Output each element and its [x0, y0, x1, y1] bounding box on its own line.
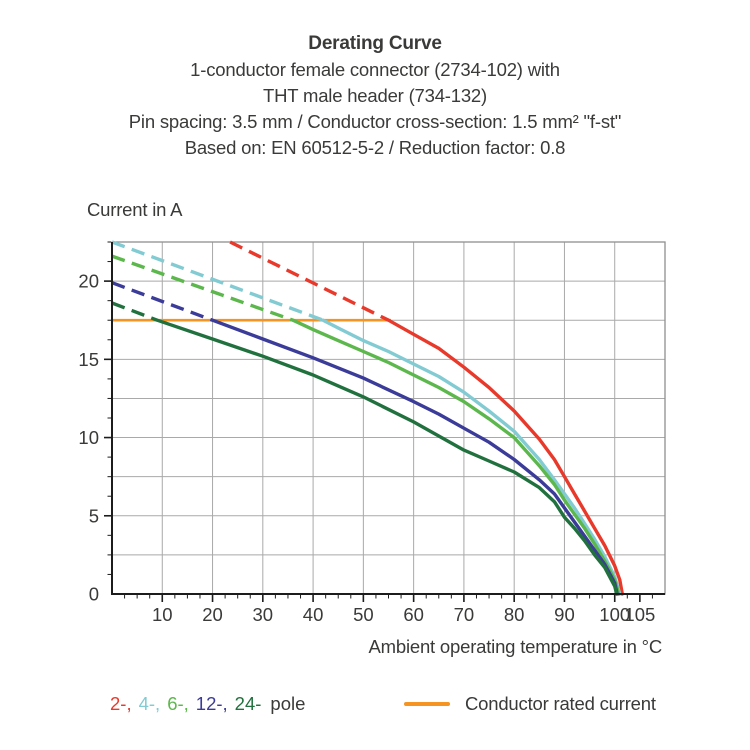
legend-rated-current: Conductor rated current — [404, 693, 656, 715]
svg-text:50: 50 — [353, 604, 374, 625]
svg-text:20: 20 — [78, 271, 99, 292]
svg-text:10: 10 — [78, 427, 99, 448]
svg-text:80: 80 — [504, 604, 525, 625]
x-axis-label: Ambient operating temperature in °C — [368, 636, 663, 657]
chart-subtitle-line: Based on: EN 60512-5-2 / Reduction facto… — [184, 137, 566, 158]
svg-text:60: 60 — [403, 604, 424, 625]
svg-text:15: 15 — [78, 349, 99, 370]
legend-pole-label: 24- — [234, 693, 262, 714]
chart-subtitle-line: Pin spacing: 3.5 mm / Conductor cross-se… — [128, 111, 622, 132]
legend-pole-label: 6-, — [167, 693, 189, 714]
svg-text:70: 70 — [454, 604, 475, 625]
svg-text:20: 20 — [202, 604, 223, 625]
chart-header: Derating Curve 1-conductor female connec… — [0, 31, 750, 161]
chart-title: Derating Curve — [308, 33, 442, 54]
svg-text:0: 0 — [89, 584, 99, 605]
svg-text:40: 40 — [303, 604, 324, 625]
svg-text:100: 100 — [599, 604, 630, 625]
legend-pole-label: 12-, — [195, 693, 228, 714]
chart-subtitle-line: THT male header (734-132) — [263, 85, 487, 106]
rated-current-line-swatch — [404, 701, 450, 707]
svg-text:30: 30 — [253, 604, 274, 625]
svg-text:10: 10 — [152, 604, 173, 625]
rated-current-label: Conductor rated current — [465, 693, 656, 714]
legend-pole-label: 2-, — [110, 693, 132, 714]
legend: 2-, 4-, 6-, 12-, 24- pole Conductor rated cur… — [0, 693, 750, 719]
svg-text:90: 90 — [554, 604, 575, 625]
legend-pole-label: 4-, — [138, 693, 161, 714]
legend-pole-group: 2-, 4-, 6-, 12-, 24- pole — [110, 693, 305, 715]
svg-text:105: 105 — [624, 604, 655, 625]
chart-subtitle-line: 1-conductor female connector (2734-102) … — [190, 59, 560, 80]
y-axis-label: Current in A — [87, 199, 183, 220]
legend-pole-suffix: pole — [270, 693, 306, 714]
svg-text:5: 5 — [89, 505, 99, 526]
